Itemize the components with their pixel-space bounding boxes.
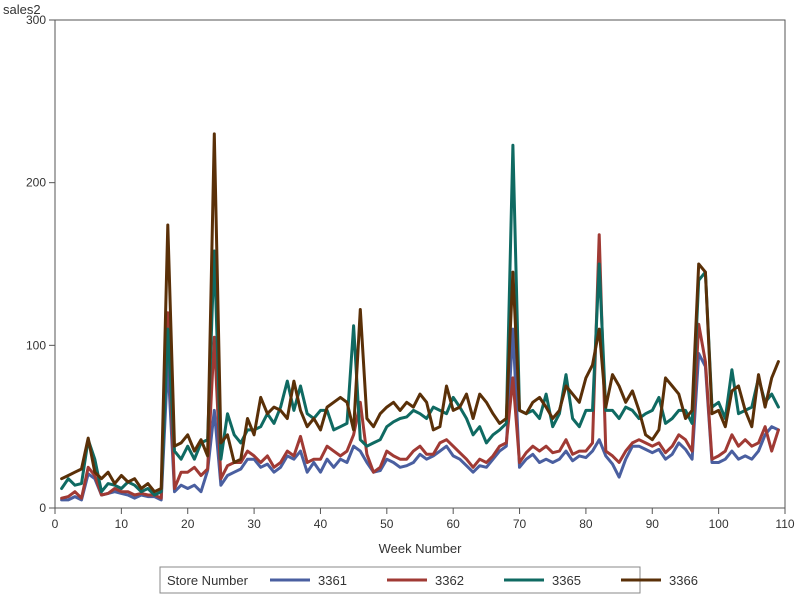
- legend: Store Number 3361 3362 3365 3366: [159, 566, 698, 594]
- legend-items: 3361 3362 3365 3366: [270, 573, 698, 588]
- y-axis-title: sales2: [3, 2, 41, 17]
- y-tick-label: 200: [26, 176, 46, 190]
- y-tick-label: 300: [26, 13, 46, 27]
- series-line-3362: [60, 233, 780, 500]
- legend-label-3366: 3366: [669, 573, 698, 588]
- legend-title: Store Number: [167, 573, 249, 588]
- x-tick-label: 100: [709, 517, 729, 531]
- series-line-3366: [60, 132, 780, 494]
- series-group: [60, 132, 780, 502]
- x-tick-label: 110: [775, 517, 794, 531]
- legend-label-3365: 3365: [552, 573, 581, 588]
- x-tick-label: 0: [52, 517, 59, 531]
- y-tick-label: 100: [26, 338, 46, 352]
- legend-label-3361: 3361: [318, 573, 347, 588]
- y-tick-label: 0: [39, 501, 46, 515]
- x-tick-label: 60: [447, 517, 461, 531]
- y-axis-ticks: 0 100 200 300: [26, 13, 55, 515]
- x-tick-label: 10: [115, 517, 129, 531]
- x-tick-label: 30: [247, 517, 261, 531]
- legend-label-3362: 3362: [435, 573, 464, 588]
- series-line-3365: [60, 143, 780, 497]
- x-tick-label: 70: [513, 517, 527, 531]
- series-line-3361: [60, 327, 780, 502]
- x-tick-label: 40: [314, 517, 328, 531]
- x-tick-label: 20: [181, 517, 195, 531]
- x-axis-title: Week Number: [379, 541, 463, 556]
- x-tick-label: 50: [380, 517, 394, 531]
- x-axis-ticks: 0 10 20 30 40 50 60 70 80 90 100 110: [52, 508, 795, 531]
- x-tick-label: 90: [646, 517, 660, 531]
- x-tick-label: 80: [579, 517, 593, 531]
- plot-frame: [54, 19, 786, 509]
